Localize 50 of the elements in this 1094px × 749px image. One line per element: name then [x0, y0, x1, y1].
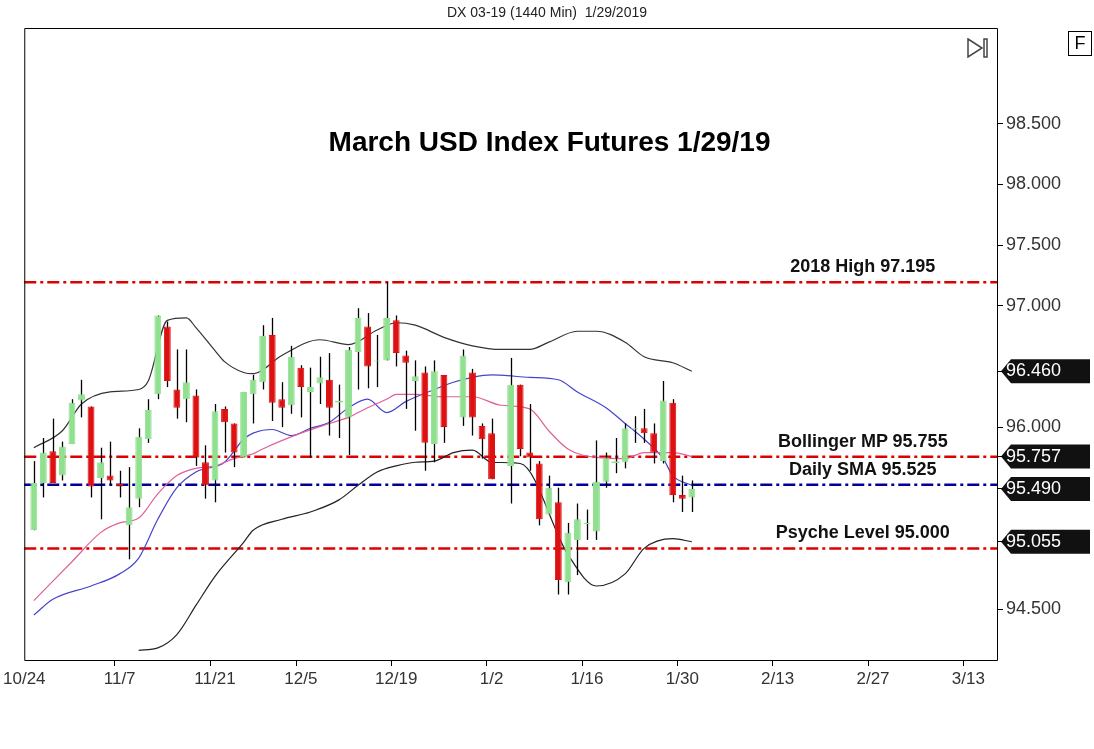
candlestick — [316, 356, 324, 405]
x-tick-label: 11/21 — [194, 668, 236, 688]
line-series — [138, 449, 693, 651]
candlestick — [221, 405, 228, 454]
x-tick-label: 1/2 — [479, 668, 504, 688]
x-tick-label: 11/7 — [103, 668, 136, 688]
text: March USD Index Futures 1/29/19 — [328, 125, 771, 157]
x-tick-label: 10/24 — [3, 668, 46, 688]
y-tick-label: 96.000 — [1006, 416, 1062, 437]
candlestick — [411, 359, 419, 432]
candlestick — [297, 364, 305, 419]
ref-line-label: Daily SMA 95.525 — [789, 458, 937, 479]
y-tick-label: 98.000 — [1006, 173, 1062, 194]
candlestick — [278, 381, 286, 428]
candlestick — [97, 447, 104, 520]
y-tick-label: 94.500 — [1006, 598, 1062, 619]
candlestick — [173, 348, 181, 420]
y-tick-label: 95.490 — [1006, 477, 1062, 498]
ref-line-label: Psyche Level 95.000 — [775, 522, 950, 543]
y-tick-label: 97.500 — [1006, 234, 1062, 255]
candlestick — [125, 466, 133, 560]
chart-subtitle: DX 03-19 (1440 Min) 1/29/2019 — [446, 4, 648, 20]
x-tick-label: 1/16 — [570, 668, 604, 688]
x-tick-label: 1/30 — [665, 668, 699, 688]
x-tick-label: 12/19 — [374, 668, 418, 688]
y-tick-label: 98.500 — [1006, 112, 1062, 133]
ref-line-label: Bollinger MP 95.755 — [777, 430, 948, 451]
candlestick — [688, 479, 696, 513]
y-tick-label: 96.460 — [1006, 360, 1062, 381]
x-tick-label: 12/5 — [284, 668, 318, 688]
line-series — [33, 317, 693, 449]
y-tick-label: 95.757 — [1006, 445, 1062, 466]
x-tick-label: 3/13 — [951, 668, 985, 688]
candlestick — [678, 474, 686, 513]
x-tick-label: 2/27 — [856, 668, 890, 688]
candlestick — [306, 367, 314, 459]
x-tick-label: 2/13 — [761, 668, 795, 688]
ref-line-label: 2018 High 97.195 — [790, 256, 936, 277]
candlestick — [650, 422, 658, 465]
candlestick — [640, 408, 648, 444]
candlestick — [573, 502, 581, 576]
candlestick — [402, 350, 410, 410]
candlestick — [249, 374, 257, 425]
y-tick-label: 95.055 — [1006, 530, 1062, 551]
candlestick — [78, 379, 85, 419]
candlestick — [202, 444, 209, 500]
y-tick-label: 97.000 — [1006, 294, 1062, 315]
candlestick — [116, 470, 124, 499]
candlestick — [182, 348, 190, 423]
text: F — [1068, 31, 1092, 56]
